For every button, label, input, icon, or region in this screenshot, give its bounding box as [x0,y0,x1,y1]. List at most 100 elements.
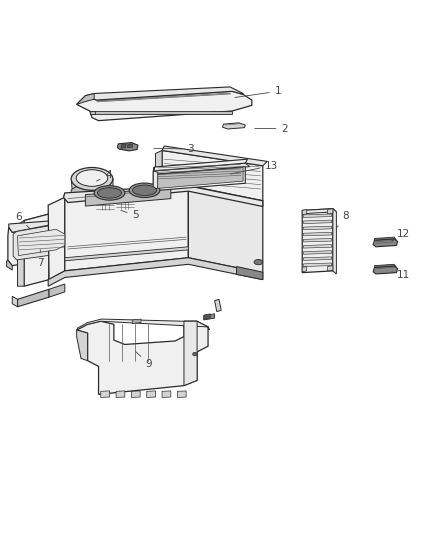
Polygon shape [90,111,232,114]
Ellipse shape [71,167,113,190]
Polygon shape [304,245,332,248]
Text: 11: 11 [392,270,410,280]
Polygon shape [90,111,95,114]
Text: 6: 6 [15,213,30,229]
Polygon shape [77,319,209,330]
Polygon shape [18,229,65,255]
Polygon shape [153,167,154,191]
Polygon shape [127,144,133,148]
Ellipse shape [113,197,137,211]
Polygon shape [101,391,110,398]
Ellipse shape [93,198,117,212]
Polygon shape [48,258,263,286]
Polygon shape [302,209,307,215]
Polygon shape [65,185,188,271]
Text: 13: 13 [230,161,278,174]
Polygon shape [153,159,247,171]
Polygon shape [302,209,333,273]
Polygon shape [8,223,72,265]
Polygon shape [147,391,155,398]
Polygon shape [153,167,245,191]
Polygon shape [373,266,398,274]
Polygon shape [9,221,72,232]
Text: 8: 8 [337,211,350,227]
Polygon shape [77,330,88,361]
Polygon shape [156,167,243,189]
Polygon shape [132,319,141,324]
Polygon shape [85,188,171,206]
Text: 5: 5 [121,210,139,220]
Text: 4: 4 [97,169,112,181]
Ellipse shape [97,188,121,198]
Ellipse shape [96,200,114,210]
Polygon shape [7,260,12,270]
Polygon shape [215,300,221,312]
Polygon shape [302,266,307,272]
Polygon shape [373,239,398,247]
Text: 9: 9 [136,352,152,369]
Polygon shape [49,284,65,297]
Polygon shape [131,391,140,398]
Polygon shape [177,391,186,398]
Ellipse shape [254,260,263,265]
Polygon shape [304,220,332,223]
Polygon shape [204,314,215,320]
Polygon shape [304,263,332,266]
Polygon shape [304,232,332,236]
Polygon shape [304,214,332,217]
Ellipse shape [94,185,125,200]
Polygon shape [64,193,65,275]
Polygon shape [302,209,336,214]
Polygon shape [113,204,137,214]
Ellipse shape [132,185,157,196]
Polygon shape [328,209,333,214]
Text: 7: 7 [37,249,44,268]
Polygon shape [24,214,49,225]
Polygon shape [71,179,113,191]
Polygon shape [64,185,263,206]
Polygon shape [18,221,24,286]
Text: 2: 2 [254,124,288,134]
Text: 12: 12 [392,229,410,241]
Polygon shape [304,251,332,254]
Polygon shape [24,214,49,286]
Ellipse shape [71,184,113,198]
Polygon shape [304,257,332,260]
Polygon shape [188,185,263,273]
Polygon shape [162,150,263,201]
Polygon shape [77,93,94,104]
Polygon shape [18,289,49,307]
Polygon shape [116,391,125,398]
Polygon shape [223,123,245,129]
Polygon shape [117,142,138,151]
Polygon shape [48,197,65,280]
Polygon shape [374,264,396,268]
Polygon shape [162,146,267,166]
Text: 1: 1 [235,86,282,98]
Polygon shape [85,87,243,100]
Polygon shape [121,144,126,148]
Polygon shape [153,163,250,174]
Polygon shape [65,247,188,261]
Polygon shape [304,238,332,242]
Polygon shape [93,205,117,215]
Polygon shape [77,91,252,120]
Polygon shape [333,209,336,274]
Ellipse shape [76,169,108,187]
Polygon shape [304,226,332,230]
Ellipse shape [193,352,197,356]
Polygon shape [184,321,197,386]
Ellipse shape [129,183,160,198]
Polygon shape [12,296,18,307]
Polygon shape [237,266,263,280]
Polygon shape [205,314,210,319]
Text: 3: 3 [154,144,194,154]
Polygon shape [162,391,171,398]
Polygon shape [49,205,65,280]
Ellipse shape [116,199,134,209]
Polygon shape [374,237,396,240]
Polygon shape [155,150,162,189]
Polygon shape [13,224,67,260]
Polygon shape [153,171,158,191]
Polygon shape [77,321,208,394]
